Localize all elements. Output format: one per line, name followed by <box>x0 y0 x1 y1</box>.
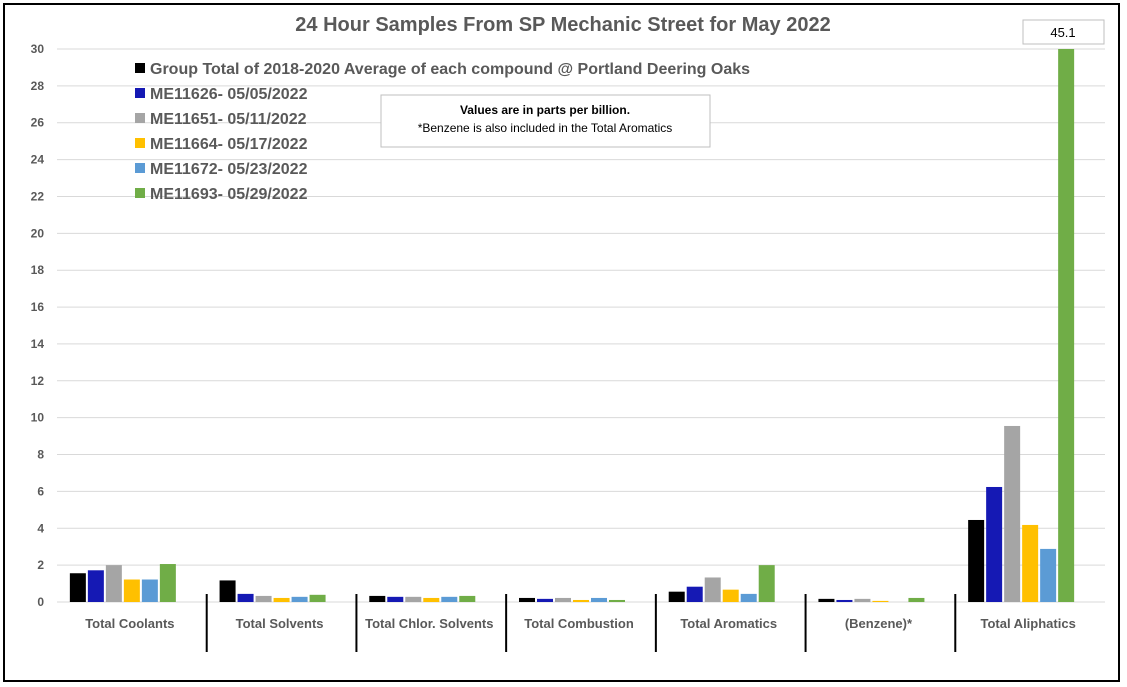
y-tick-label: 12 <box>31 374 45 388</box>
bar <box>309 594 326 602</box>
chart-frame <box>3 3 1120 682</box>
legend-label: ME11626- 05/05/2022 <box>150 86 308 103</box>
x-axis-categories: Total Coolants Total Solvents Total Chlor.… <box>85 594 1076 652</box>
y-tick-label: 6 <box>37 484 44 498</box>
bar <box>387 596 404 602</box>
y-tick-label: 4 <box>37 521 44 535</box>
bar <box>872 600 889 602</box>
bar <box>555 597 571 602</box>
legend-label: ME11672- 05/23/2022 <box>150 161 308 178</box>
y-tick-label: 0 <box>37 595 44 609</box>
clipped-value-label: 45.1 <box>1022 19 1105 45</box>
bar <box>291 596 308 602</box>
bar <box>369 595 386 602</box>
x-category-label: Total Chlor. Solvents <box>365 616 493 631</box>
bar <box>141 579 158 602</box>
bar <box>573 599 589 602</box>
note-box: Values are in parts per billion. *Benzen… <box>380 94 711 148</box>
y-tick-label: 26 <box>31 116 45 130</box>
y-tick-label: 22 <box>31 189 45 203</box>
x-category-label: (Benzene)* <box>845 616 913 631</box>
bar <box>722 589 739 602</box>
legend-label: ME11651- 05/11/2022 <box>150 111 307 128</box>
bar <box>1040 548 1057 602</box>
legend-swatch <box>135 63 145 73</box>
bar <box>423 597 440 602</box>
bar <box>441 596 458 602</box>
x-category-label: Total Combustion <box>524 616 634 631</box>
legend-swatch <box>135 188 145 198</box>
bar <box>758 565 775 602</box>
bar <box>519 597 535 602</box>
bar <box>405 596 422 602</box>
bar <box>986 486 1003 602</box>
chart-title: 24 Hour Samples From SP Mechanic Street … <box>295 14 830 36</box>
clipped-value-text: 45.1 <box>1050 25 1075 40</box>
bar <box>459 595 476 602</box>
legend-label: ME11664- 05/17/2022 <box>150 136 308 153</box>
bar <box>1058 49 1075 602</box>
y-tick-label: 8 <box>37 448 44 462</box>
legend-swatch <box>135 138 145 148</box>
legend-label: Group Total of 2018-2020 Average of each… <box>150 61 750 78</box>
bar <box>1022 524 1039 602</box>
y-tick-label: 28 <box>31 79 45 93</box>
note-line-2: *Benzene is also included in the Total A… <box>418 121 673 135</box>
bar <box>686 586 703 602</box>
y-tick-label: 10 <box>31 411 45 425</box>
bar <box>87 570 104 602</box>
x-category-label: Total Aliphatics <box>980 616 1075 631</box>
y-tick-label: 30 <box>31 42 45 56</box>
bar <box>818 598 835 602</box>
bar <box>609 599 625 602</box>
bar <box>237 593 254 602</box>
legend-swatch <box>135 113 145 123</box>
y-tick-label: 2 <box>37 558 44 572</box>
bars <box>69 49 1075 602</box>
bar <box>836 599 853 602</box>
y-tick-label: 18 <box>31 263 45 277</box>
y-tick-label: 24 <box>31 153 45 167</box>
bar <box>668 591 685 602</box>
bar <box>968 519 985 602</box>
legend-swatch <box>135 88 145 98</box>
bar <box>69 573 86 602</box>
bar <box>854 598 871 602</box>
y-tick-label: 16 <box>31 300 45 314</box>
note-line-1: Values are in parts per billion. <box>460 103 630 117</box>
bar <box>537 598 553 602</box>
legend: Group Total of 2018-2020 Average of each… <box>135 61 750 203</box>
bar <box>591 597 607 602</box>
legend-label: ME11693- 05/29/2022 <box>150 186 308 203</box>
bar <box>255 595 272 602</box>
x-category-label: Total Coolants <box>85 616 174 631</box>
bar <box>219 580 236 602</box>
bar <box>1004 425 1021 602</box>
bar <box>273 597 290 602</box>
x-category-label: Total Aromatics <box>680 616 777 631</box>
y-tick-label: 20 <box>31 226 45 240</box>
bar <box>159 564 176 602</box>
bar <box>123 579 140 602</box>
bar <box>105 565 122 602</box>
x-category-label: Total Solvents <box>236 616 324 631</box>
gridlines <box>57 48 1105 603</box>
bar <box>908 597 925 602</box>
y-tick-label: 14 <box>31 337 45 351</box>
bar <box>704 577 721 602</box>
legend-swatch <box>135 163 145 173</box>
bar <box>740 593 757 602</box>
